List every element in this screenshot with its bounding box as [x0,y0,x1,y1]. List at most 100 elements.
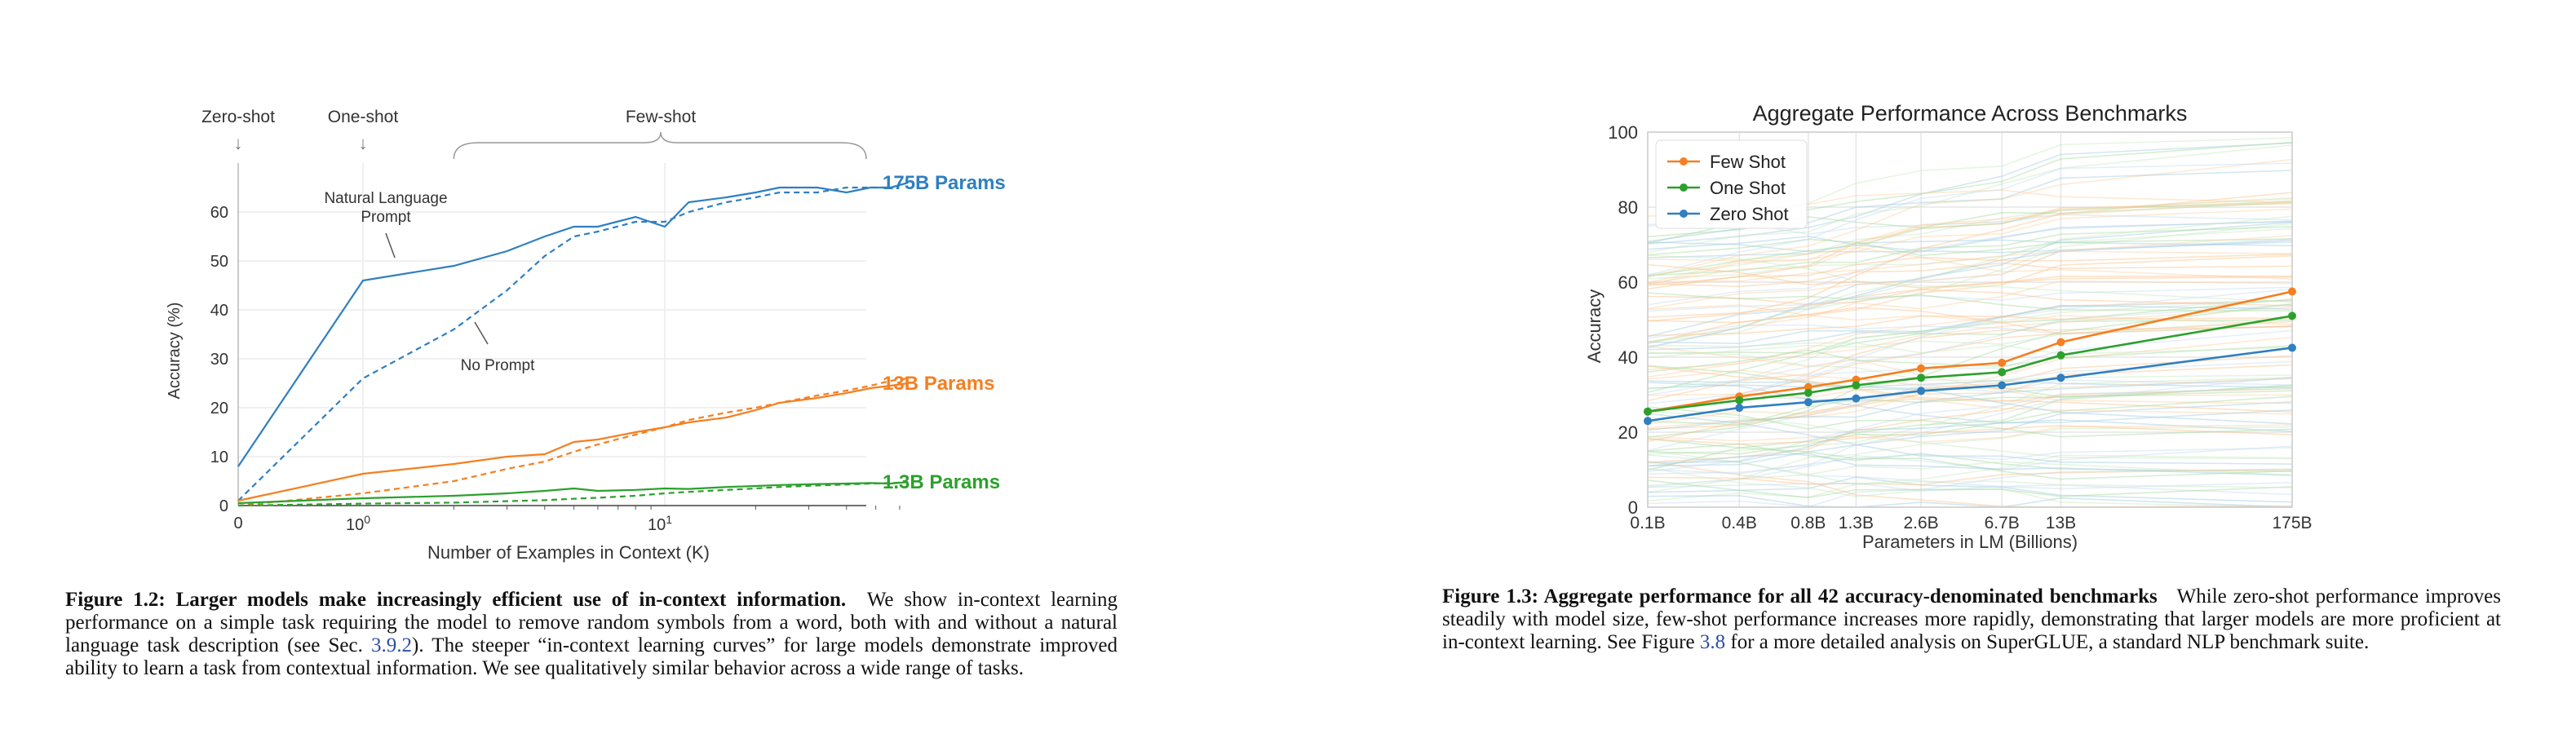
benchmark-line [1647,319,2293,355]
data-point [2288,343,2296,352]
y-tick-label: 0 [1628,497,1638,518]
figure-link[interactable]: 3.8 [1699,631,1726,653]
benchmark-line [1647,494,2293,508]
benchmark-line [1647,289,2293,307]
benchmark-line [1647,238,2293,349]
x-tick-label: 2.6B [1903,514,1938,532]
zero-shot-label: Zero-shot [201,108,275,126]
benchmark-line [1647,365,2293,413]
benchmark-line [1647,443,2293,472]
data-point [1998,381,2007,390]
section-link[interactable]: 3.9.2 [371,634,413,656]
benchmark-line [1647,377,2293,455]
benchmark-line [1647,315,2293,337]
benchmark-line [1647,345,2293,373]
legend-swatch-marker [1680,210,1688,218]
x-tick-label: 6.7B [1985,514,2020,532]
benchmark-line [1647,246,2293,280]
y-tick-label: 0 [219,497,228,515]
legend-label: One Shot [1710,178,1786,198]
data-point [1852,381,1861,390]
data-point [1644,417,1652,426]
x-tick-label: 101 [648,513,672,534]
series-label: 13B Params [883,373,994,395]
benchmark-line [1647,144,2293,254]
benchmark-line [1647,253,2293,290]
nl-prompt-label: Natural Language [324,190,447,207]
benchmark-line [1647,425,2293,445]
benchmark-line [1647,239,2293,348]
data-point [1735,395,1744,404]
benchmark-line [1647,254,2293,303]
data-point [1917,373,1926,382]
benchmark-line [1647,468,2293,486]
benchmark-line [1647,406,2293,438]
benchmark-line [1647,387,2293,463]
benchmark-line [1647,376,2293,475]
benchmark-line [1647,236,2293,254]
series-line-no-prompt [237,481,909,507]
nl-prompt-label: Prompt [361,209,411,226]
data-point [1804,398,1812,407]
benchmark-line [1647,303,2293,413]
data-point [1852,375,1861,384]
benchmark-line [1647,238,2293,256]
benchmark-line [1647,449,2293,488]
chart-title: Aggregate Performance Across Benchmarks [1753,101,2188,126]
benchmark-line [1647,298,2293,393]
data-point [1917,364,1926,373]
series-line-no-prompt [237,181,909,501]
benchmark-line [1647,254,2293,345]
annotation-pointer [385,232,396,258]
benchmark-line [1647,413,2293,465]
benchmark-line [1647,158,2293,278]
caption-text: for a more detailed analysis on SuperGLU… [1730,631,2370,653]
no-prompt-label: No Prompt [461,357,536,374]
benchmark-line [1647,454,2293,502]
data-point [2056,338,2065,347]
data-point [2288,311,2296,320]
benchmark-line [1647,384,2293,471]
benchmark-line [1647,215,2293,342]
legend-swatch-marker [1680,183,1688,192]
benchmark-line [1647,426,2293,493]
benchmark-line [1647,355,2293,430]
benchmark-line [1647,468,2293,508]
benchmark-line [1647,467,2293,508]
benchmark-line [1647,395,2293,455]
benchmark-line [1647,235,2293,310]
benchmark-line [1647,476,2293,503]
benchmark-line [1647,329,2293,404]
benchmark-line [1647,263,2293,289]
y-tick-label: 20 [1618,422,1638,443]
series-label: 175B Params [883,172,1006,194]
benchmark-line [1647,226,2293,276]
benchmark-line [1647,239,2293,258]
benchmark-line [1647,304,2293,345]
y-tick-label: 60 [210,204,228,222]
benchmark-line [1647,306,2293,378]
benchmark-line [1647,409,2293,464]
series-line [1647,315,2293,413]
aggregate-performance-chart: 0 20 40 60 80 100 Aggregate Performance Across… [1584,101,2313,552]
data-point [2056,373,2065,382]
y-tick-label: 40 [210,302,228,320]
benchmark-line [1647,228,2293,280]
benchmark-line [1647,299,2293,351]
benchmark-line [1647,424,2293,444]
x-tick-label: 100 [346,513,370,534]
benchmark-line [1647,454,2293,490]
y-tick-label: 30 [210,351,228,369]
benchmark-line [1647,250,2293,283]
benchmark-line [1647,262,2293,288]
figure-1-3-caption: Figure 1.3: Aggregate performance for al… [1442,585,2501,654]
benchmark-line [1647,276,2293,318]
benchmark-line [1647,384,2293,425]
caption-text: We show in-context learning performance … [65,589,1118,656]
benchmark-line [1647,445,2293,487]
data-point [1804,388,1812,397]
series-line-prompt [237,481,909,505]
benchmark-line [1647,336,2293,429]
few-shot-label: Few-shot [626,108,697,126]
x-tick-exponent: 0 [364,513,370,526]
